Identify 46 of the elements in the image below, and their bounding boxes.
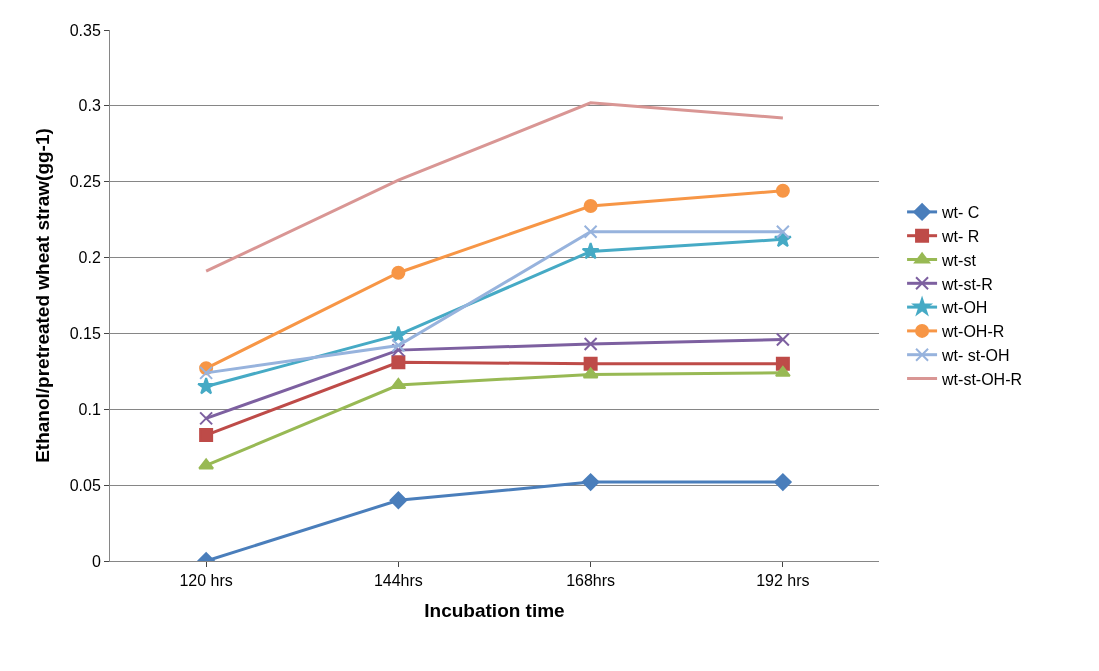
point <box>389 491 408 510</box>
point <box>199 365 214 380</box>
legend-label: wt-OH <box>941 299 988 317</box>
y-axis-title: Ethanol/pretreated wheat straw(gg-1) <box>31 128 53 463</box>
x-axis-title: Incubation time <box>424 600 565 621</box>
x-tick-label: 120 hrs <box>179 572 233 590</box>
legend-label: wt- C <box>941 204 980 222</box>
y-tick-label: 0.3 <box>78 97 101 115</box>
point <box>774 473 792 491</box>
point <box>199 428 214 443</box>
x-tick-label: 192 hrs <box>756 572 810 590</box>
point <box>582 367 599 379</box>
point <box>775 332 790 347</box>
point <box>389 325 408 343</box>
point <box>198 458 215 470</box>
point <box>775 224 790 239</box>
y-tick-label: 0.35 <box>69 21 101 39</box>
x-tick-label: 168hrs <box>566 572 616 590</box>
point <box>391 355 406 370</box>
point <box>583 356 598 371</box>
point <box>391 265 406 280</box>
point <box>391 338 406 353</box>
legend-label: wt- R <box>941 227 980 245</box>
legend-label: wt-st-R <box>941 275 993 293</box>
point <box>390 378 407 390</box>
point <box>774 365 791 377</box>
point <box>581 473 600 491</box>
legend-label: wt- st-OH <box>941 346 1010 364</box>
y-tick-label: 0.05 <box>69 476 101 494</box>
point <box>199 411 214 426</box>
point <box>775 183 790 198</box>
y-tick-label: 0 <box>91 552 101 570</box>
y-tick-label: 0.25 <box>69 173 101 191</box>
y-tick-label: 0.1 <box>78 400 101 418</box>
line-series <box>204 101 785 273</box>
point <box>583 224 598 239</box>
legend-label: wt-OH-R <box>941 323 1005 341</box>
x-tick-label: 144hrs <box>373 572 423 590</box>
legend-label: wt-st-OH-R <box>941 370 1023 388</box>
point <box>583 198 598 213</box>
point <box>391 343 406 358</box>
legend-label: wt-st <box>941 251 977 269</box>
point <box>581 242 600 260</box>
y-tick-label: 0.15 <box>69 325 101 343</box>
point <box>583 337 598 352</box>
y-tick-label: 0.2 <box>78 249 101 267</box>
